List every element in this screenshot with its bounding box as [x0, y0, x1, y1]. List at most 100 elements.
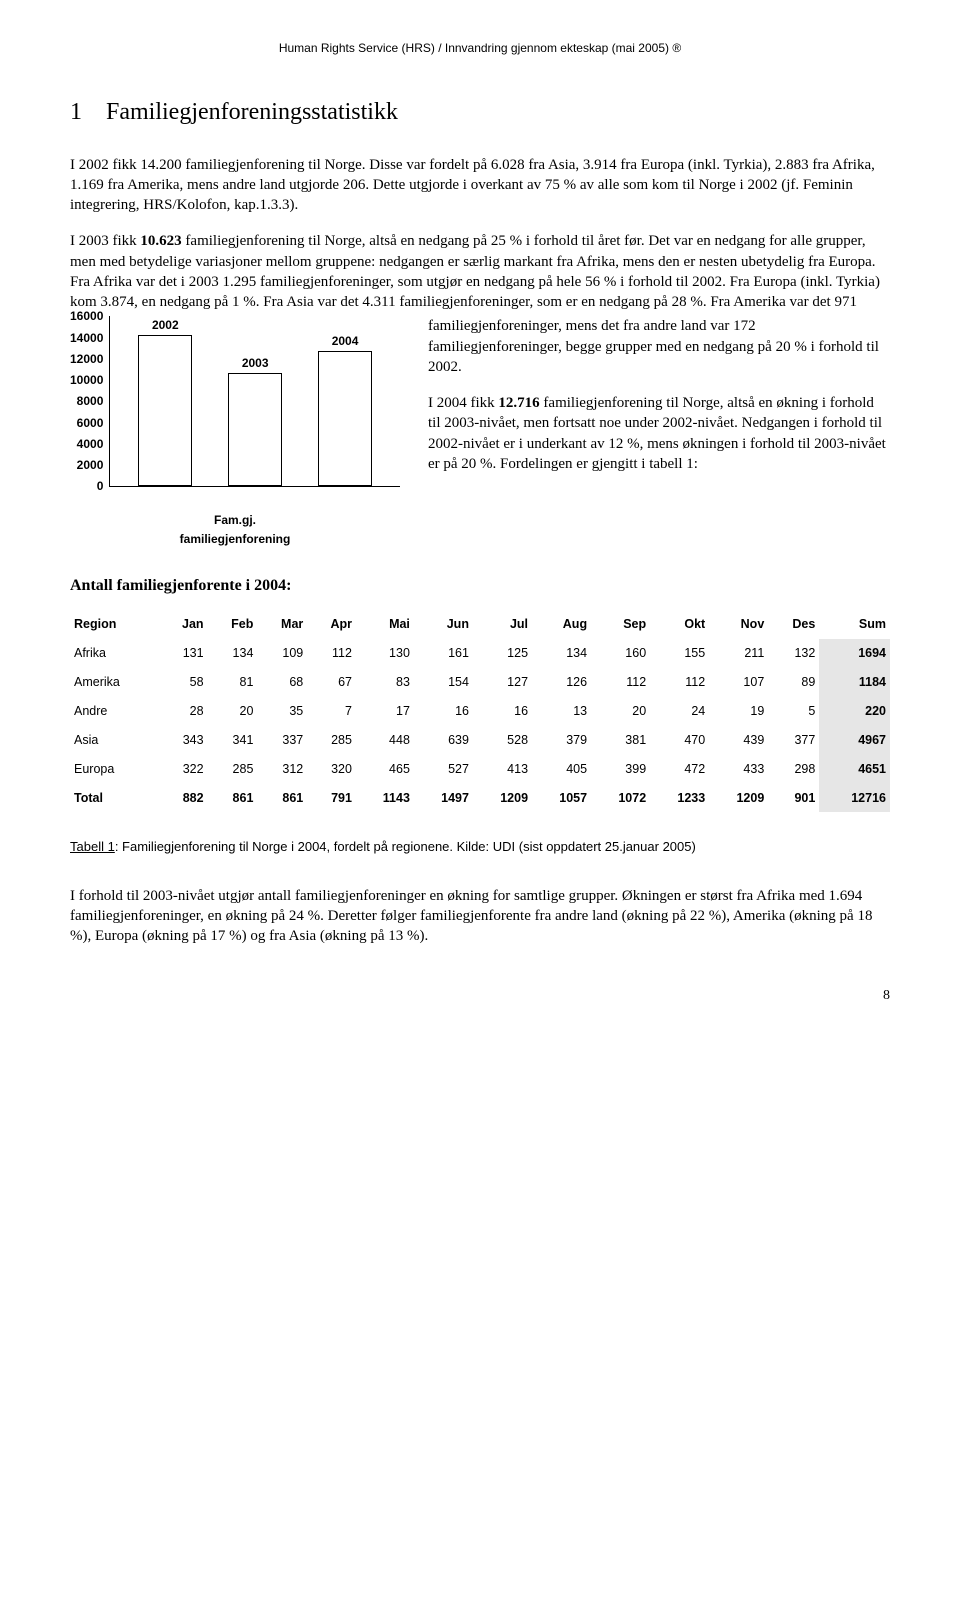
table-cell: 160	[591, 639, 650, 668]
table-cell: 1497	[414, 784, 473, 813]
caption-label: Tabell 1	[70, 839, 115, 854]
table-cell: Andre	[70, 697, 159, 726]
table-cell: 83	[356, 668, 414, 697]
table-cell: 861	[208, 784, 258, 813]
table-header-cell: Jan	[159, 610, 208, 639]
table-cell: 109	[257, 639, 307, 668]
data-table: RegionJanFebMarAprMaiJunJulAugSepOktNovD…	[70, 610, 890, 812]
table-header-cell: Jul	[473, 610, 532, 639]
table-cell: 413	[473, 755, 532, 784]
table-cell: 155	[650, 639, 709, 668]
bar-group: 2002	[138, 317, 192, 486]
table-cell: Europa	[70, 755, 159, 784]
table-cell: 381	[591, 726, 650, 755]
table-row: Asia343341337285448639528379381470439377…	[70, 726, 890, 755]
table-cell: 4967	[819, 726, 890, 755]
table-cell: Asia	[70, 726, 159, 755]
table-header-cell: Feb	[208, 610, 258, 639]
table-cell: 134	[532, 639, 591, 668]
table-cell: Total	[70, 784, 159, 813]
table-caption: Tabell 1: Familiegjenforening til Norge …	[70, 838, 890, 856]
table-cell: 154	[414, 668, 473, 697]
table-cell: 125	[473, 639, 532, 668]
table-header-cell: Sum	[819, 610, 890, 639]
table-cell: 4651	[819, 755, 890, 784]
paragraph-last: I forhold til 2003-nivået utgjør antall …	[70, 886, 890, 947]
table-cell: 13	[532, 697, 591, 726]
table-cell: 131	[159, 639, 208, 668]
plot-area: 2002 2003 2004	[109, 316, 400, 487]
table-cell: Afrika	[70, 639, 159, 668]
table-cell: 112	[591, 668, 650, 697]
table-cell: 882	[159, 784, 208, 813]
table-cell: 20	[591, 697, 650, 726]
table-cell: 112	[307, 639, 356, 668]
table-header-cell: Nov	[709, 610, 768, 639]
table-body: Afrika1311341091121301611251341601552111…	[70, 639, 890, 812]
table-header-cell: Mar	[257, 610, 307, 639]
bar-group: 2003	[228, 355, 282, 486]
table-cell: 343	[159, 726, 208, 755]
bar-label: 2004	[332, 333, 359, 349]
section-title: Familiegjenforeningsstatistikk	[106, 99, 398, 125]
table-cell: 20	[208, 697, 258, 726]
table-cell: 107	[709, 668, 768, 697]
bar	[318, 351, 372, 486]
table-cell: 126	[532, 668, 591, 697]
text: familiegjenforening til Norge, altså en …	[70, 233, 880, 310]
table-cell: 24	[650, 697, 709, 726]
table-cell: 439	[709, 726, 768, 755]
table-header-cell: Sep	[591, 610, 650, 639]
table-cell: 1184	[819, 668, 890, 697]
table-cell: 134	[208, 639, 258, 668]
table-header-cell: Region	[70, 610, 159, 639]
paragraph-right-1: familiegjenforeninger, mens det fra andr…	[428, 316, 890, 377]
table-cell: Amerika	[70, 668, 159, 697]
table-cell: 433	[709, 755, 768, 784]
table-header-cell: Aug	[532, 610, 591, 639]
table-cell: 448	[356, 726, 414, 755]
table-cell: 19	[709, 697, 768, 726]
table-cell: 399	[591, 755, 650, 784]
table-cell: 1057	[532, 784, 591, 813]
table-header-cell: Jun	[414, 610, 473, 639]
bold-figure: 10.623	[140, 233, 181, 249]
table-cell: 322	[159, 755, 208, 784]
table-cell: 379	[532, 726, 591, 755]
table-cell: 130	[356, 639, 414, 668]
table-cell: 58	[159, 668, 208, 697]
table-cell: 127	[473, 668, 532, 697]
table-header-row: RegionJanFebMarAprMaiJunJulAugSepOktNovD…	[70, 610, 890, 639]
table-header-cell: Apr	[307, 610, 356, 639]
table-cell: 1209	[473, 784, 532, 813]
table-header-cell: Okt	[650, 610, 709, 639]
table-cell: 220	[819, 697, 890, 726]
bar-label: 2003	[242, 355, 269, 371]
table-cell: 12716	[819, 784, 890, 813]
table-cell: 161	[414, 639, 473, 668]
bar-label: 2002	[152, 317, 179, 333]
table-row: Europa3222853123204655274134053994724332…	[70, 755, 890, 784]
table-cell: 341	[208, 726, 258, 755]
table-cell: 16	[473, 697, 532, 726]
table-cell: 861	[257, 784, 307, 813]
table-cell: 1209	[709, 784, 768, 813]
bold-figure: 12.716	[498, 395, 539, 411]
table-cell: 1233	[650, 784, 709, 813]
chart-title: familiegjenforening	[70, 531, 400, 547]
table-cell: 17	[356, 697, 414, 726]
table-row: Afrika1311341091121301611251341601552111…	[70, 639, 890, 668]
table-cell: 901	[768, 784, 819, 813]
table-cell: 470	[650, 726, 709, 755]
table-cell: 132	[768, 639, 819, 668]
paragraph-2: I 2003 fikk 10.623 familiegjenforening t…	[70, 231, 890, 312]
table-cell: 28	[159, 697, 208, 726]
table-row: Total88286186179111431497120910571072123…	[70, 784, 890, 813]
table-cell: 1143	[356, 784, 414, 813]
bar	[138, 335, 192, 486]
table-cell: 112	[650, 668, 709, 697]
table-cell: 528	[473, 726, 532, 755]
bar-chart: 16000 14000 12000 10000 8000 6000 4000 2…	[70, 316, 400, 546]
section-heading: 1 Familiegjenforeningsstatistikk	[70, 96, 890, 128]
text: I 2003 fikk	[70, 233, 140, 249]
